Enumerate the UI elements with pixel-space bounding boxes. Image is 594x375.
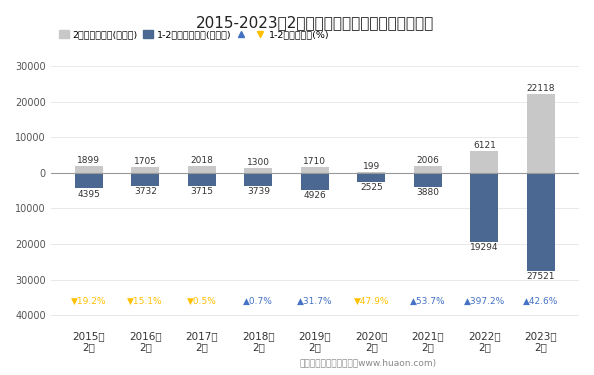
Text: 6121: 6121 [473,141,496,150]
Text: ▲0.7%: ▲0.7% [244,297,273,306]
Legend: 2月进出口总额(万美元), 1-2月进出口总额(万美元), , 1-2月同比增速(%): 2月进出口总额(万美元), 1-2月进出口总额(万美元), , 1-2月同比增速… [55,26,333,43]
Text: 199: 199 [363,162,380,171]
Text: 3739: 3739 [247,187,270,196]
Text: ▲53.7%: ▲53.7% [410,297,446,306]
Bar [357,173,386,182]
Text: ▼19.2%: ▼19.2% [71,297,106,306]
Text: ▼0.5%: ▼0.5% [187,297,217,306]
Bar [470,151,498,173]
Bar [357,172,386,173]
Text: 1300: 1300 [247,158,270,167]
Text: 2018: 2018 [190,156,213,165]
Text: 3732: 3732 [134,187,157,196]
Text: 4395: 4395 [77,189,100,198]
Text: 1705: 1705 [134,157,157,166]
Text: ▲397.2%: ▲397.2% [464,297,505,306]
Text: 19294: 19294 [470,243,498,252]
Text: ▲31.7%: ▲31.7% [297,297,333,306]
Bar [244,168,273,173]
Bar [413,166,442,173]
Bar [131,167,159,173]
Text: 制图：华经产业研究院（www.huaon.com): 制图：华经产业研究院（www.huaon.com) [300,358,437,368]
Text: ▼15.1%: ▼15.1% [128,297,163,306]
Bar [413,173,442,187]
Text: 2525: 2525 [360,183,383,192]
Bar [188,166,216,173]
Bar [301,173,329,190]
Text: ▼47.9%: ▼47.9% [353,297,389,306]
Bar [527,94,555,173]
Title: 2015-2023年2月天津泰达综合保税区进出口总额: 2015-2023年2月天津泰达综合保税区进出口总额 [195,15,434,30]
Bar [527,173,555,271]
Text: 4926: 4926 [304,191,326,200]
Bar [75,173,103,189]
Text: 3715: 3715 [190,187,213,196]
Text: 27521: 27521 [527,272,555,281]
Text: ▲42.6%: ▲42.6% [523,297,558,306]
Bar [75,166,103,173]
Text: 22118: 22118 [527,84,555,93]
Bar [470,173,498,242]
Bar [244,173,273,186]
Bar [301,167,329,173]
Text: 1899: 1899 [77,156,100,165]
Text: 3880: 3880 [416,188,440,197]
Text: 1710: 1710 [304,157,326,166]
Text: 2006: 2006 [416,156,440,165]
Bar [188,173,216,186]
Bar [131,173,159,186]
